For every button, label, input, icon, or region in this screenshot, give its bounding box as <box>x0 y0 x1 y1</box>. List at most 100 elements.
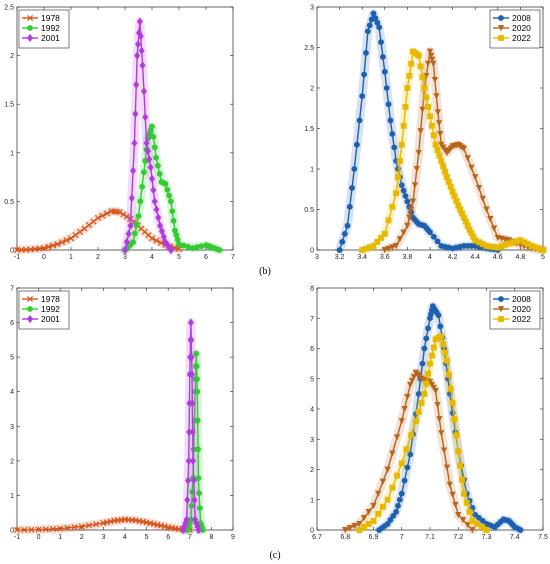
data-point <box>483 527 490 533</box>
data-point <box>139 183 145 190</box>
data-point <box>188 353 195 362</box>
data-point <box>396 236 403 243</box>
legend-marker <box>497 306 505 313</box>
data-point <box>417 128 424 135</box>
data-point <box>150 185 157 195</box>
data-point <box>464 155 471 162</box>
data-point <box>402 104 409 110</box>
data-point <box>196 490 203 497</box>
x-tick-label: -1 <box>14 254 20 261</box>
x-tick-label: 7.2 <box>453 534 463 541</box>
y-tick-label: 0 <box>10 248 14 255</box>
data-point <box>460 490 467 497</box>
data-point <box>391 144 398 151</box>
x-tick-label: 3.4 <box>357 254 367 261</box>
data-point <box>381 247 388 254</box>
data-point <box>153 154 159 161</box>
x-tick-label: 6.9 <box>369 534 379 541</box>
data-point <box>351 166 358 172</box>
x-tick-label: 3.2 <box>335 254 345 261</box>
data-point <box>389 484 396 491</box>
data-point <box>183 515 190 524</box>
data-point <box>49 242 57 249</box>
data-point <box>190 456 197 465</box>
data-point <box>195 525 202 535</box>
data-point <box>133 221 140 228</box>
data-point <box>440 163 447 170</box>
data-point <box>381 68 388 75</box>
data-point <box>135 40 142 49</box>
data-point <box>415 390 422 397</box>
x-tick-label: 6 <box>204 254 208 261</box>
data-point <box>425 60 432 67</box>
data-point <box>401 477 408 484</box>
data-point <box>63 237 70 244</box>
data-point <box>540 247 546 253</box>
data-point <box>378 234 384 241</box>
data-point <box>142 113 149 122</box>
series-2020 <box>380 47 548 255</box>
data-point <box>406 72 413 79</box>
data-point <box>479 518 486 524</box>
x-tick-label: 6.7 <box>312 534 322 541</box>
data-point <box>167 198 174 205</box>
data-point <box>146 155 153 164</box>
legend-marker <box>27 25 33 31</box>
data-point <box>437 323 444 330</box>
data-point <box>432 141 439 148</box>
data-point <box>94 214 102 221</box>
data-point <box>435 120 443 127</box>
data-point <box>396 158 403 164</box>
data-point <box>487 216 494 223</box>
data-point <box>356 527 363 533</box>
data-point <box>438 430 445 437</box>
data-point <box>379 478 387 485</box>
data-point <box>45 243 52 250</box>
y-tick-label: 6 <box>310 346 314 353</box>
data-point <box>432 387 439 395</box>
data-point <box>150 134 157 140</box>
legend-label: 2020 <box>512 23 531 33</box>
data-point <box>426 48 434 55</box>
legend-marker <box>27 314 33 324</box>
y-tick-label: 2.5 <box>304 45 314 52</box>
data-point <box>138 46 145 55</box>
data-point <box>78 523 85 530</box>
data-point <box>444 357 450 364</box>
data-point <box>356 521 363 528</box>
data-point <box>18 246 25 253</box>
data-point <box>187 318 194 327</box>
x-tick-label: 4.6 <box>493 254 503 261</box>
chart-panel-4: 6.7 6.8 6.9 7 7.1 7.2 7.3 7.4 7.5012345678200820… <box>310 286 548 542</box>
data-point <box>170 217 177 224</box>
data-point <box>385 101 392 108</box>
data-point <box>148 235 156 242</box>
data-point <box>412 418 419 424</box>
x-tick-label: 7.1 <box>425 534 435 541</box>
data-point <box>463 499 470 506</box>
caption-b: (b) <box>259 266 271 277</box>
data-point <box>136 17 143 26</box>
data-point <box>365 508 372 516</box>
data-point <box>421 85 428 91</box>
data-point <box>356 117 363 124</box>
data-point <box>137 198 144 205</box>
data-point <box>409 377 416 385</box>
caption-c: (c) <box>269 550 280 561</box>
data-point <box>72 232 79 239</box>
data-point <box>344 222 351 229</box>
data-point <box>363 50 369 56</box>
data-point <box>446 481 453 488</box>
x-tick-label: 7 <box>400 534 404 541</box>
data-point <box>419 74 426 81</box>
data-point <box>128 194 135 203</box>
data-point <box>393 190 399 197</box>
data-point <box>154 162 161 169</box>
data-point <box>442 349 448 356</box>
data-point <box>436 152 443 159</box>
data-point <box>188 335 195 344</box>
y-tick-label: 3 <box>10 424 14 431</box>
y-tick-label: 0 <box>310 528 314 535</box>
data-point <box>483 206 490 213</box>
data-point <box>131 230 138 237</box>
